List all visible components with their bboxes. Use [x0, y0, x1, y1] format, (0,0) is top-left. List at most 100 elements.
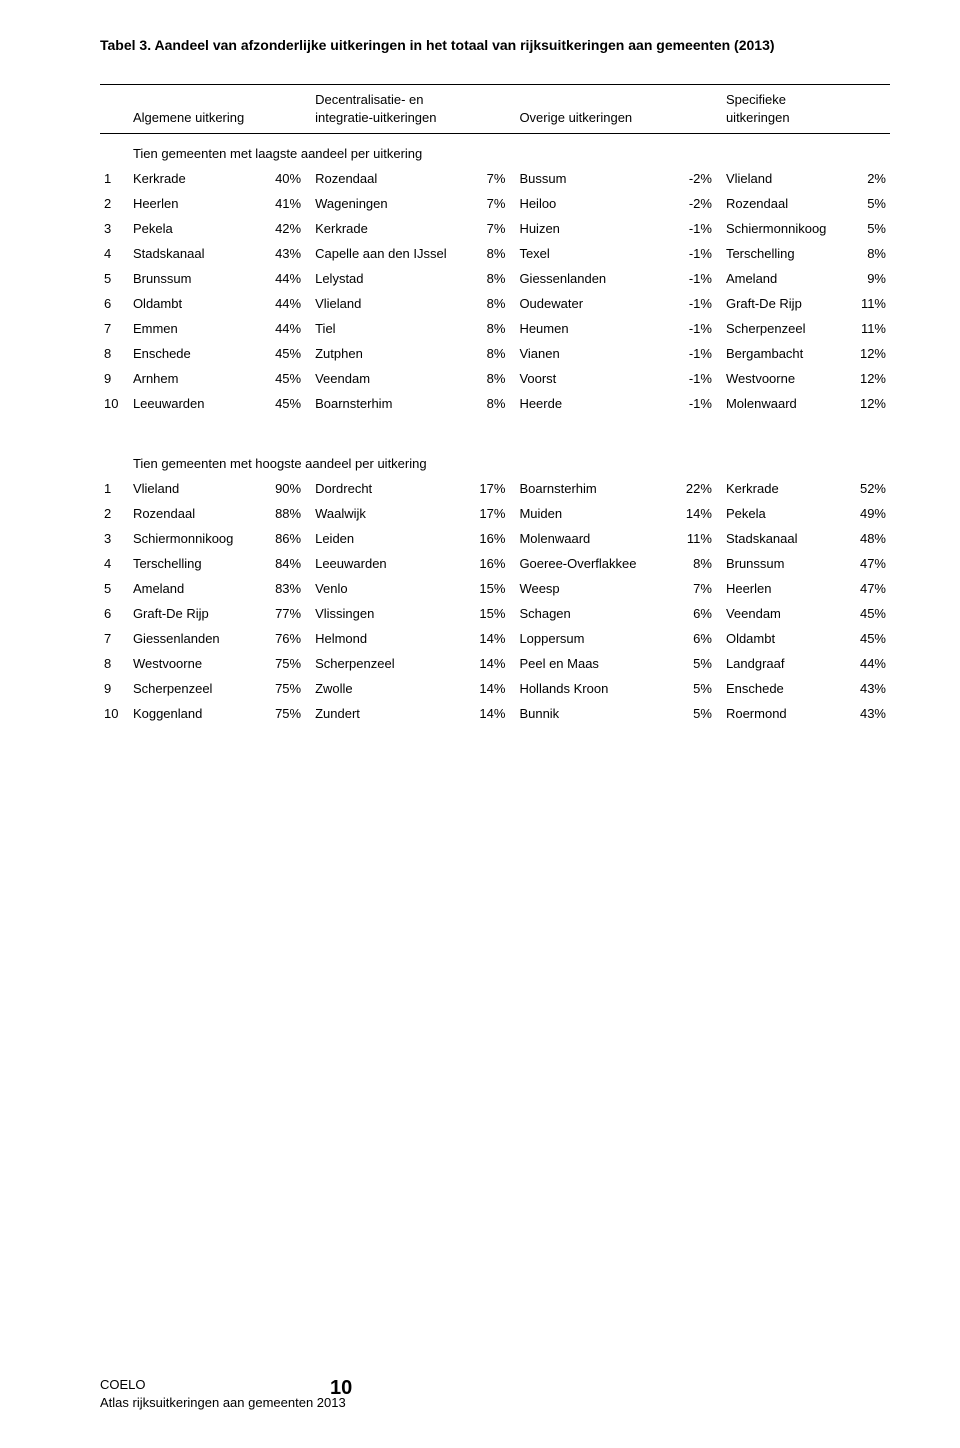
table-title: Tabel 3. Aandeel van afzonderlijke uitke… [100, 36, 890, 56]
col4-pct: 12% [844, 366, 890, 391]
col2-pct: 14% [463, 676, 509, 701]
col3-pct: 6% [670, 626, 716, 651]
col4-name: Veendam [716, 601, 844, 626]
col2-pct: 8% [463, 391, 509, 416]
page-number: 10 [330, 1374, 352, 1402]
col3-name: Loppersum [509, 626, 669, 651]
col1-pct: 44% [257, 266, 305, 291]
col3-pct: 22% [670, 476, 716, 501]
col4-pct: 8% [844, 241, 890, 266]
hdr-blank [100, 84, 129, 133]
col3-pct: -1% [670, 391, 716, 416]
table-row: 2Heerlen41%Wageningen7%Heiloo-2%Rozendaa… [100, 191, 890, 216]
row-index: 7 [100, 316, 129, 341]
col2-pct: 8% [463, 366, 509, 391]
col1-name: Ameland [129, 576, 258, 601]
col2-pct: 17% [463, 476, 509, 501]
row-index: 1 [100, 476, 129, 501]
col1-pct: 44% [257, 291, 305, 316]
col2-name: Leiden [305, 526, 463, 551]
col3-pct: 5% [670, 651, 716, 676]
col3-pct: 6% [670, 601, 716, 626]
row-index: 6 [100, 291, 129, 316]
col2-pct: 15% [463, 576, 509, 601]
col3-pct: -1% [670, 316, 716, 341]
col3-name: Bussum [509, 166, 669, 191]
table-row: 4Terschelling84%Leeuwarden16%Goeree-Over… [100, 551, 890, 576]
col2-name: Lelystad [305, 266, 463, 291]
section2-header: Tien gemeenten met hoogste aandeel per u… [100, 444, 890, 476]
col3-name: Schagen [509, 601, 669, 626]
table-row: 4Stadskanaal43%Capelle aan den IJssel8%T… [100, 241, 890, 266]
col2-name: Vlissingen [305, 601, 463, 626]
col4-name: Westvoorne [716, 366, 844, 391]
table-row: 3Pekela42%Kerkrade7%Huizen-1%Schiermonni… [100, 216, 890, 241]
col4-name: Bergambacht [716, 341, 844, 366]
table-row: 9Arnhem45%Veendam8%Voorst-1%Westvoorne12… [100, 366, 890, 391]
col2-name: Boarnsterhim [305, 391, 463, 416]
col4-pct: 52% [844, 476, 890, 501]
col2-pct: 16% [463, 526, 509, 551]
col4-name: Kerkrade [716, 476, 844, 501]
hdr-col4: Specifieke uitkeringen [716, 84, 890, 133]
row-index: 2 [100, 501, 129, 526]
row-index: 2 [100, 191, 129, 216]
row-index: 3 [100, 216, 129, 241]
col4-name: Brunssum [716, 551, 844, 576]
col4-name: Pekela [716, 501, 844, 526]
row-index: 5 [100, 576, 129, 601]
table-row: 7Emmen44%Tiel8%Heumen-1%Scherpenzeel11% [100, 316, 890, 341]
col4-pct: 2% [844, 166, 890, 191]
col1-name: Enschede [129, 341, 258, 366]
col3-name: Peel en Maas [509, 651, 669, 676]
col2-pct: 8% [463, 241, 509, 266]
col4-pct: 43% [844, 701, 890, 726]
col4-pct: 43% [844, 676, 890, 701]
col3-pct: -2% [670, 191, 716, 216]
col4-pct: 45% [844, 626, 890, 651]
row-index: 1 [100, 166, 129, 191]
col4-pct: 11% [844, 316, 890, 341]
col4-name: Graft-De Rijp [716, 291, 844, 316]
col1-pct: 84% [257, 551, 305, 576]
row-index: 4 [100, 241, 129, 266]
col3-pct: 14% [670, 501, 716, 526]
spacer [100, 416, 890, 444]
col3-pct: 5% [670, 676, 716, 701]
col1-name: Rozendaal [129, 501, 258, 526]
col1-pct: 43% [257, 241, 305, 266]
col3-name: Heumen [509, 316, 669, 341]
col2-pct: 7% [463, 191, 509, 216]
col4-pct: 12% [844, 391, 890, 416]
col4-pct: 44% [844, 651, 890, 676]
col1-pct: 44% [257, 316, 305, 341]
col3-pct: -1% [670, 341, 716, 366]
col1-name: Giessenlanden [129, 626, 258, 651]
col1-name: Emmen [129, 316, 258, 341]
col1-pct: 45% [257, 366, 305, 391]
col1-name: Leeuwarden [129, 391, 258, 416]
col1-name: Schiermonnikoog [129, 526, 258, 551]
col1-pct: 86% [257, 526, 305, 551]
col2-pct: 8% [463, 316, 509, 341]
col1-pct: 42% [257, 216, 305, 241]
col3-name: Weesp [509, 576, 669, 601]
col3-name: Oudewater [509, 291, 669, 316]
row-index: 5 [100, 266, 129, 291]
table-row: 2Rozendaal88%Waalwijk17%Muiden14%Pekela4… [100, 501, 890, 526]
hdr-col3: Overige uitkeringen [509, 84, 716, 133]
col4-name: Terschelling [716, 241, 844, 266]
col3-name: Muiden [509, 501, 669, 526]
col2-name: Rozendaal [305, 166, 463, 191]
col3-name: Molenwaard [509, 526, 669, 551]
col2-pct: 8% [463, 341, 509, 366]
col1-pct: 77% [257, 601, 305, 626]
col3-pct: -1% [670, 366, 716, 391]
col1-name: Stadskanaal [129, 241, 258, 266]
col4-name: Rozendaal [716, 191, 844, 216]
col1-pct: 75% [257, 676, 305, 701]
col3-name: Goeree-Overflakkee [509, 551, 669, 576]
row-index: 10 [100, 391, 129, 416]
col3-pct: 7% [670, 576, 716, 601]
col3-name: Heerde [509, 391, 669, 416]
